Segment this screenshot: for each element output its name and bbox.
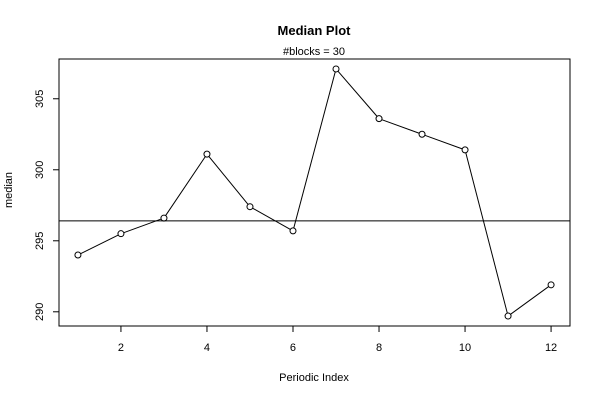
- x-tick-label: 12: [545, 342, 557, 354]
- y-tick-label: 290: [34, 303, 46, 321]
- y-tick-label: 305: [34, 90, 46, 108]
- data-point: [289, 227, 297, 235]
- series-segment: [208, 156, 249, 205]
- median-series: [74, 65, 555, 320]
- y-tick-label: 295: [34, 232, 46, 250]
- data-point: [547, 281, 555, 289]
- x-tick-label: 2: [118, 342, 124, 354]
- series-segment: [252, 207, 291, 230]
- x-tick-label: 6: [290, 342, 296, 354]
- data-point: [246, 203, 254, 211]
- x-axis: 2 4 6 8 10 12: [118, 326, 557, 354]
- series-segment: [381, 119, 420, 134]
- series-segment: [293, 71, 336, 229]
- series-segment: [510, 286, 549, 315]
- data-point: [74, 251, 82, 259]
- chart-subtitle: #blocks = 30: [283, 46, 345, 58]
- data-point: [160, 214, 168, 222]
- data-point: [461, 146, 469, 154]
- data-point: [117, 230, 125, 238]
- y-tick-label: 300: [34, 161, 46, 179]
- x-tick-label: 4: [204, 342, 210, 354]
- series-segment: [165, 156, 206, 216]
- x-tick-label: 10: [459, 342, 471, 354]
- chart-title: Median Plot: [278, 23, 352, 38]
- series-segment: [424, 134, 463, 150]
- data-point: [418, 130, 426, 138]
- y-axis-label: median: [3, 172, 15, 208]
- y-axis: 290 295 300 305: [34, 90, 59, 321]
- series-segment: [123, 218, 162, 234]
- data-point: [504, 312, 512, 320]
- series-segment: [80, 234, 119, 255]
- data-point: [332, 65, 340, 73]
- series-segment: [337, 70, 378, 117]
- series-segment: [465, 152, 508, 314]
- plot-frame: [58, 58, 571, 327]
- data-point: [375, 115, 383, 123]
- x-axis-label: Periodic Index: [279, 372, 349, 384]
- data-point: [203, 150, 211, 158]
- x-tick-label: 8: [376, 342, 382, 354]
